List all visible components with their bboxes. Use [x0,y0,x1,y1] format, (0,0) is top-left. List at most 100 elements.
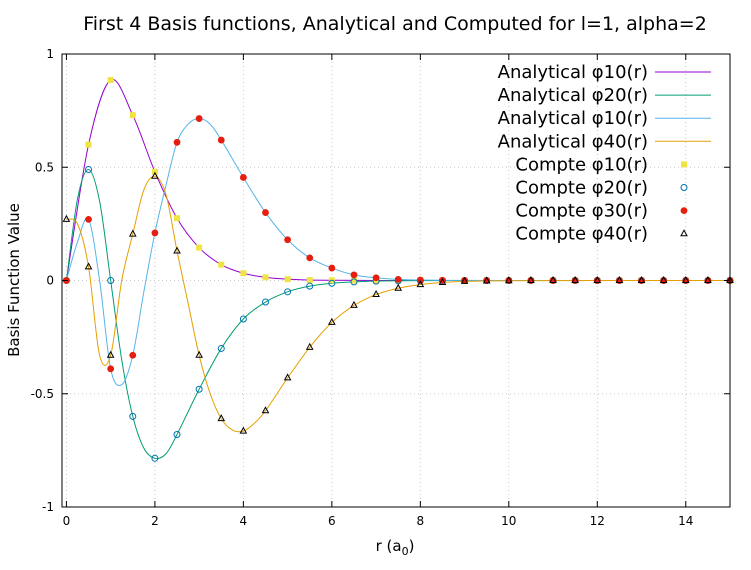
data-point [328,317,336,325]
y-tick-label: -0.5 [31,387,54,401]
data-point [284,276,291,283]
data-point [195,350,203,358]
data-point [505,277,513,284]
data-point [107,277,115,284]
data-point [128,229,137,237]
data-point [217,414,226,422]
legend-label: Compte φ30(r) [515,201,648,222]
data-point [306,254,314,262]
x-tick-label: 12 [590,514,605,528]
legend-label: Compte φ10(r) [515,154,648,175]
data-point [151,171,159,179]
data-point [151,454,159,462]
legend: Analytical φ10(r)Analytical φ20(r)Analyt… [498,62,711,245]
y-tick-labels: -1 -0.5 0 0.5 1 [31,47,54,514]
data-point [218,261,225,268]
data-point [372,289,380,298]
data-point [504,276,513,284]
legend-label: Analytical φ40(r) [498,131,648,152]
data-point [372,274,380,282]
series-4 [66,175,731,433]
data-point [681,275,690,283]
data-point [129,112,136,119]
data-point [394,275,402,283]
data-point [394,283,403,291]
data-point [438,277,447,286]
data-point [62,214,71,222]
data-point [107,77,114,84]
data-point [306,277,313,284]
data-point [239,174,247,181]
legend-swatch [680,184,688,191]
x-tick-label: 14 [678,514,693,528]
data-point [284,236,292,244]
legend-label: Analytical φ10(r) [498,108,648,129]
data-point [217,136,225,144]
x-axis-label: r (a0) [376,537,415,558]
y-tick-label: -1 [42,500,54,514]
data-point [615,275,624,283]
data-point [704,275,712,283]
legend-label: Analytical φ20(r) [498,85,648,106]
x-tick-label: 2 [151,514,159,528]
data-point [571,275,580,283]
data-point [129,351,137,359]
data-point [151,229,159,237]
data-point [174,215,181,222]
x-tick-labels: 0 2 4 6 8 10 12 14 [63,514,694,528]
data-point [173,431,181,439]
x-tick-label: 6 [328,514,336,528]
legend-swatch [681,161,687,168]
chart-title: First 4 Basis functions, Analytical and … [83,13,707,35]
legend-label: Compte φ40(r) [515,224,648,245]
x-tick-label: 10 [501,514,516,528]
data-point [195,115,203,122]
data-point [262,209,269,216]
series-layer [62,77,734,462]
data-point [261,298,269,306]
data-point [283,373,292,381]
data-point [637,275,646,283]
legend-label: Analytical φ10(r) [498,62,648,83]
x-tick-label: 4 [240,514,248,528]
data-point [284,288,292,296]
data-point [84,262,93,270]
data-point [593,275,602,283]
data-point [196,244,203,251]
data-point [527,275,535,283]
data-point [328,264,336,272]
data-point [483,277,491,284]
data-point [659,275,668,283]
data-point [461,277,468,284]
data-point [195,385,203,393]
legend-label: Compte φ20(r) [515,178,648,199]
data-point [239,315,247,323]
y-tick-label: 0.5 [35,160,54,174]
data-point [239,426,248,434]
data-point [85,215,92,223]
data-point [350,278,358,286]
legend-swatch [680,229,688,237]
data-point [305,342,314,350]
data-point [173,246,181,254]
y-tick-label: 0 [46,274,54,288]
data-point [350,271,358,279]
data-point [262,274,269,281]
data-point [85,141,92,148]
data-point [240,270,247,277]
data-point [261,406,270,414]
data-point [107,365,115,373]
series-line [66,175,731,433]
data-point [482,276,491,284]
x-tick-label: 8 [417,514,425,528]
data-point [328,279,336,287]
y-axis-label: Basis Function Value [5,203,23,357]
data-point [549,275,557,283]
series-8 [62,171,734,434]
y-tick-label: 1 [46,47,54,61]
data-point [460,276,469,284]
data-point [217,344,225,352]
data-point [173,138,181,146]
data-point [350,277,357,284]
